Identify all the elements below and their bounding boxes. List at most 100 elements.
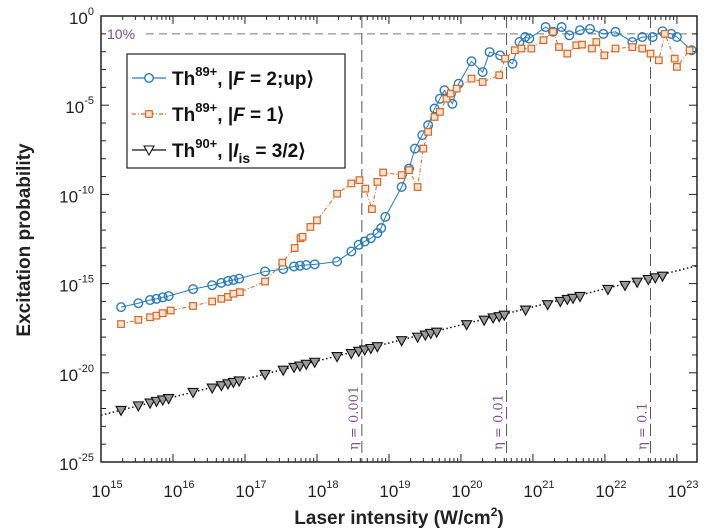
x-tick-label: 1023 (667, 479, 698, 501)
legend-triangle-marker (143, 145, 155, 157)
x-tick-label: 1018 (307, 479, 338, 501)
data-point-circle (564, 30, 575, 41)
y-tick-label-exp: 0 (88, 6, 94, 18)
legend-circle-marker (143, 72, 154, 83)
data-point-square (424, 127, 433, 136)
x-tick-label: 1019 (379, 479, 410, 501)
data-point-square (313, 216, 321, 225)
legend-variable: I (233, 141, 239, 162)
data-point-circle (556, 22, 567, 33)
data-point-square (333, 189, 341, 198)
data-point-square (654, 56, 663, 65)
data-point-square (638, 44, 647, 53)
data-point-square (467, 74, 476, 83)
data-point-square (660, 29, 669, 38)
x-tick-label-base: 10 (667, 482, 686, 501)
data-point-triangle (358, 345, 371, 357)
data-point-square (379, 168, 388, 177)
x-tick-label: 1015 (91, 479, 122, 501)
y-tick-label: 10-15 (59, 274, 94, 296)
data-point-triangle (150, 396, 163, 408)
data-point-circle (396, 181, 407, 192)
x-tick-label-exp: 19 (398, 479, 410, 491)
legend-element: Th (172, 69, 195, 90)
y-tick-label-base: 10 (65, 98, 84, 117)
data-point-triangle (601, 284, 614, 296)
data-point-circle (151, 293, 162, 304)
x-tick-label-base: 10 (379, 482, 398, 501)
y-tick-label: 10-5 (65, 95, 94, 117)
data-point-circle (145, 295, 156, 306)
legend-open: , | (217, 105, 233, 126)
data-point-square (670, 54, 679, 63)
data-point-circle (222, 275, 233, 286)
data-point-circle (332, 256, 343, 267)
data-point-square (152, 311, 161, 320)
data-point-square (298, 232, 307, 241)
data-point-triangle (642, 274, 655, 286)
data-point-circle (133, 298, 144, 309)
y-tick-label-exp: -5 (84, 95, 94, 107)
y-axis-title: Excitation probability (14, 143, 35, 337)
x-tick-label-base: 10 (235, 482, 254, 501)
x-tick-label: 1016 (163, 479, 194, 501)
x-axis-title-end: ) (497, 508, 503, 529)
data-point-circle (353, 239, 364, 250)
data-point-triangle (631, 277, 644, 289)
y-tick-label-exp: -15 (78, 274, 94, 286)
legend-open: , | (217, 141, 233, 162)
data-point-square (373, 178, 382, 186)
legend-rest: = 1⟩ (245, 105, 285, 126)
data-point-triangle (567, 293, 579, 305)
data-point-circle (376, 223, 387, 234)
data-point-triangle (395, 336, 408, 347)
data-point-square (189, 302, 197, 310)
data-point-square (685, 46, 694, 55)
data-point-triangle (259, 369, 271, 381)
data-point-circle (447, 98, 458, 109)
data-point-square (158, 309, 167, 318)
data-series (100, 22, 698, 417)
data-point-square (446, 89, 455, 98)
data-point-circle (234, 273, 245, 284)
data-point-circle (507, 58, 518, 69)
data-point-circle (294, 260, 305, 271)
legend-label: Th90+, |Iis = 3/2⟩ (172, 136, 306, 166)
data-point-circle (163, 291, 174, 302)
data-point-triangle (144, 398, 156, 410)
data-point-square (290, 244, 299, 252)
data-point-circle (289, 261, 300, 272)
data-point-square (146, 313, 154, 322)
data-point-square (628, 43, 637, 52)
data-point-circle (637, 32, 648, 43)
x-tick-label: 1017 (235, 479, 266, 501)
series-1 (117, 27, 694, 328)
data-point-square (673, 63, 681, 71)
data-point-square (278, 258, 287, 267)
x-tick-label-exp: 23 (686, 479, 698, 491)
eta-label: η = 0.1 (636, 402, 651, 450)
data-point-triangle (541, 300, 554, 311)
data-point-triangle (345, 348, 358, 360)
data-point-triangle (215, 381, 228, 392)
x-tick-label-exp: 17 (254, 479, 266, 491)
data-point-circle (484, 47, 495, 58)
data-point-triangle (132, 401, 145, 413)
data-point-square (555, 43, 563, 52)
data-point-square (166, 306, 175, 315)
data-point-square (397, 171, 406, 180)
data-point-square (208, 297, 217, 306)
legend-variable: F (233, 105, 246, 126)
data-point-square (588, 44, 596, 53)
data-point-triangle (277, 365, 290, 377)
y-tick-label-base: 10 (59, 277, 78, 296)
data-point-circle (228, 274, 239, 285)
data-point-triangle (649, 273, 662, 284)
x-tick-label-base: 10 (91, 482, 110, 501)
x-tick-label-base: 10 (451, 482, 470, 501)
fit-line (100, 265, 698, 416)
data-point-circle (610, 26, 621, 37)
data-point-circle (540, 22, 551, 33)
y-tick-label-exp: -10 (78, 184, 94, 196)
